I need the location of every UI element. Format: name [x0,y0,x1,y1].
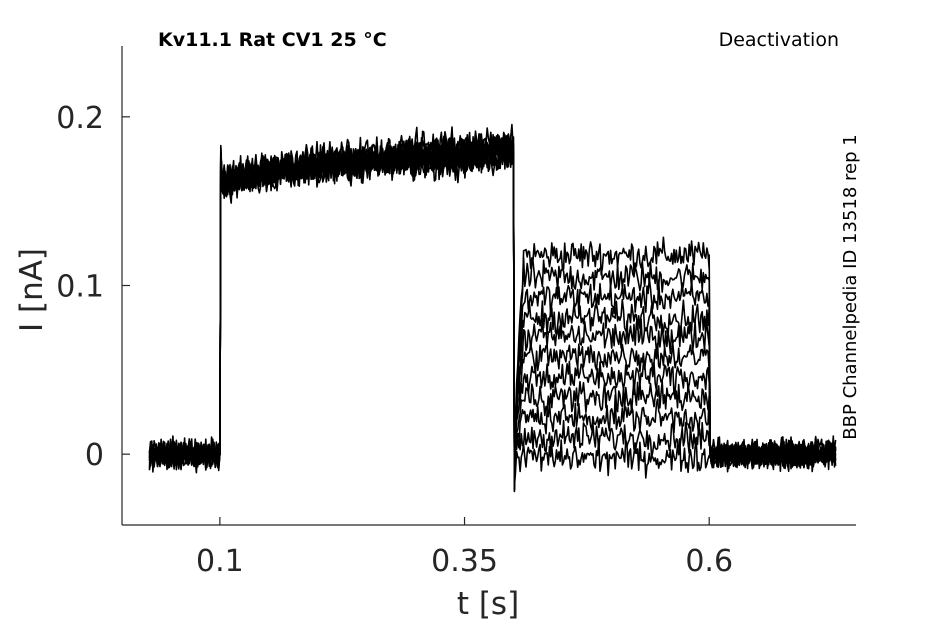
y-tick-label: 0 [85,438,104,473]
tick-group: 0.1 0.35 0.6 0 0.1 0.2 [56,101,733,579]
current-trace-11 [148,133,837,487]
x-axis-label: t [s] [457,586,519,622]
y-tick-label: 0.2 [56,101,104,136]
chart-subtitle: Deactivation [719,29,839,51]
current-trace-4 [148,141,837,491]
y-tick-label: 0.1 [56,270,104,305]
x-tick-label: 0.6 [685,544,733,579]
chart-title: Kv11.1 Rat CV1 25 °C [158,29,387,51]
current-trace-9 [148,141,837,490]
current-trace-10 [148,133,837,489]
side-label: BBP Channelpedia ID 13518 rep 1 [840,134,861,439]
x-tick-label: 0.1 [196,544,244,579]
current-trace-1 [148,142,837,490]
trace-group [148,123,837,493]
y-axis-label: I [nA] [14,248,50,332]
x-tick-label: 0.35 [431,544,498,579]
